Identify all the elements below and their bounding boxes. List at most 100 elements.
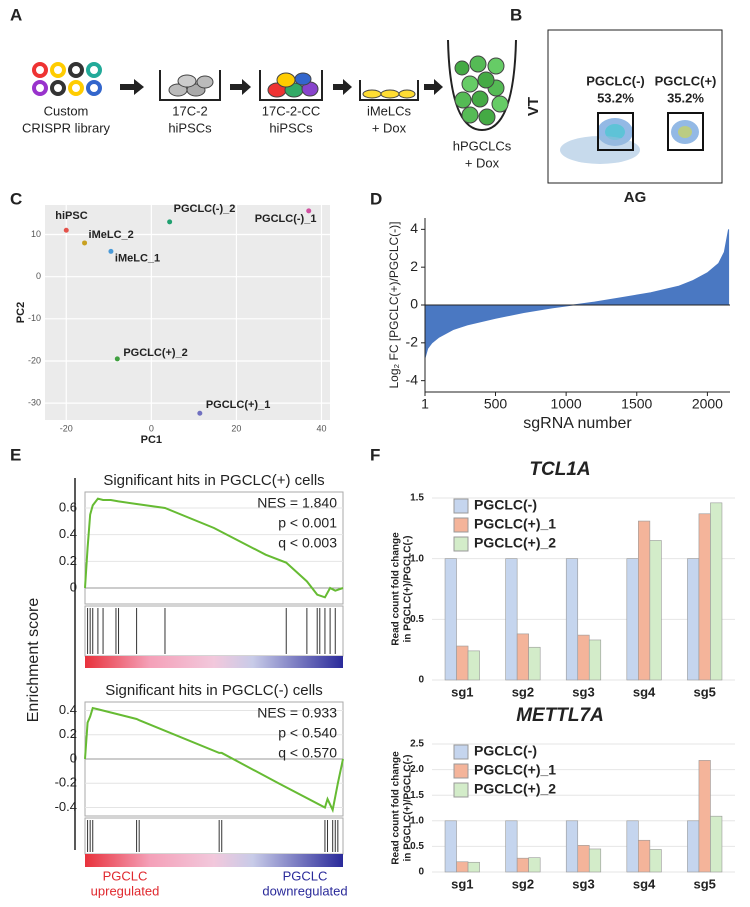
point [63, 227, 69, 233]
bar [687, 820, 700, 873]
arrows [120, 79, 443, 95]
y-tick-label: 10 [31, 229, 41, 239]
legend-label: PGCLC(+)_1 [474, 516, 556, 532]
x-tick-label: sg5 [693, 876, 715, 891]
y-axis-label: Read count fold change [391, 532, 402, 646]
plot-frame [84, 491, 344, 605]
bar [710, 815, 723, 873]
step-label: CRISPR library [22, 120, 111, 135]
legend-label: PGCLC(+)_1 [474, 762, 556, 778]
bar [516, 857, 529, 873]
x-tick-label: sg4 [633, 876, 656, 891]
step-label: Custom [44, 103, 89, 118]
bar [577, 634, 590, 681]
bar [528, 857, 541, 873]
legend-label: PGCLC(-) [474, 497, 537, 513]
y-tick-label: 1.0 [410, 553, 424, 564]
rank-color-bar [85, 854, 343, 867]
legend-swatch [453, 744, 469, 760]
legend-swatch [453, 763, 469, 779]
x-tick-label: 1000 [551, 396, 582, 412]
density-cloud [678, 126, 692, 138]
y-axis-label: Log₂ FC [PGCLC(+)/PGCLC(-)] [387, 221, 401, 388]
bar [710, 502, 723, 681]
x-tick-label: sg3 [572, 684, 594, 699]
hits-frame [84, 605, 344, 657]
y-tick-label: 0.6 [59, 499, 77, 514]
bar [588, 848, 602, 873]
point [306, 208, 312, 214]
x-tick-label: -20 [60, 423, 73, 433]
enrichment-curve [84, 706, 344, 814]
bar [565, 820, 579, 873]
panel-letter: D [370, 189, 382, 208]
rank-label: PGCLC [103, 868, 148, 883]
x-tick-label: 500 [484, 396, 508, 412]
y-axis-label: Read count fold change [391, 751, 402, 865]
point [197, 410, 203, 416]
bar [588, 639, 602, 681]
bar [444, 820, 457, 873]
rank-color-bar [85, 656, 343, 668]
x-tick-label: sg1 [451, 684, 473, 699]
legend-label: PGCLC(+)_2 [474, 535, 556, 551]
step-label: 17C-2 [172, 103, 207, 118]
legend-label: PGCLC(-) [474, 743, 537, 759]
legend-swatch [453, 782, 469, 798]
y-tick-label: 0 [70, 750, 77, 765]
y-axis-label: in PGCLC(+)/PGCLC(-) [403, 755, 414, 862]
chart-title: TCL1A [529, 459, 590, 480]
x-tick-label: sg3 [572, 876, 594, 891]
y-tick-label: 0.4 [59, 526, 77, 541]
bar [456, 645, 469, 681]
x-tick-label: sg2 [512, 876, 534, 891]
x-axis-label: sgRNA number [523, 415, 632, 432]
x-tick-label: sg4 [633, 684, 656, 699]
y-axis-label: Enrichment score [25, 598, 42, 723]
legend-label: PGCLC(+)_2 [474, 781, 556, 797]
fold-change-area [424, 229, 730, 359]
y-tick-label: -30 [28, 398, 41, 408]
x-tick-label: sg5 [693, 684, 715, 699]
bar [467, 861, 480, 873]
panel-letter: A [10, 5, 22, 24]
point-label: PGCLC(+)_1 [206, 399, 271, 411]
y-tick-label: 0 [418, 867, 424, 878]
bar [565, 558, 579, 681]
step-label: 17C-2-CC [262, 103, 321, 118]
cells [168, 55, 509, 126]
point [82, 240, 88, 246]
gate-value: 35.2% [667, 90, 704, 105]
y-tick-label: 1.5 [410, 493, 424, 504]
bar [505, 820, 518, 873]
point [108, 248, 114, 254]
panel-letter: B [510, 5, 522, 24]
plot-frame [547, 29, 723, 184]
y-axis-label: PC2 [15, 302, 27, 323]
dishes [159, 39, 517, 132]
y-tick-label: 1.5 [410, 790, 424, 801]
panel-letter: C [10, 189, 22, 208]
x-tick-label: 20 [231, 423, 241, 433]
y-tick-label: 2.5 [410, 739, 424, 750]
gate [667, 112, 704, 151]
enrichment-curve [84, 497, 344, 599]
y-tick-label: 0.5 [410, 841, 424, 852]
x-tick-label: sg1 [451, 876, 473, 891]
library-icon [32, 62, 102, 96]
bar [698, 760, 711, 873]
x-axis-label: PC1 [141, 434, 162, 446]
step-label: hiPSCs [168, 120, 212, 135]
y-tick-label: -4 [406, 371, 419, 387]
y-tick-label: -0.2 [55, 775, 77, 790]
y-tick-label: 0.2 [59, 553, 77, 568]
point-label: PGCLC(-)_2 [174, 203, 236, 215]
x-tick-label: 0 [149, 423, 154, 433]
bar [687, 558, 700, 681]
bar [626, 820, 639, 873]
y-tick-label: -0.4 [55, 799, 77, 814]
x-axis-label: AG [624, 189, 647, 206]
y-tick-label: 0.4 [59, 702, 77, 717]
